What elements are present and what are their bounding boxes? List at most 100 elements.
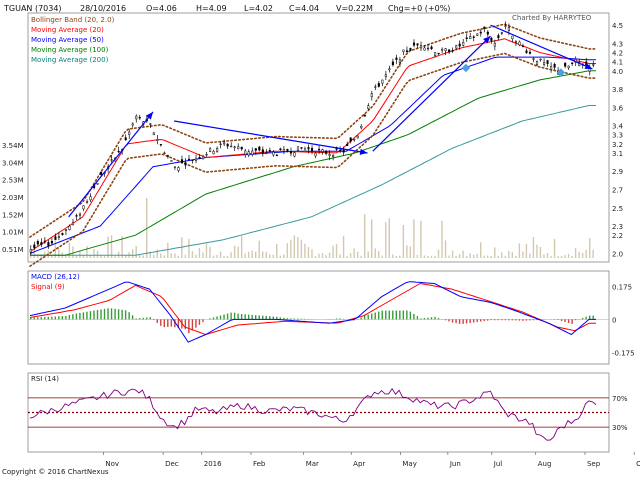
candle-body xyxy=(322,150,324,152)
price-legend-entry: Moving Average (200) xyxy=(31,56,109,64)
candle-body xyxy=(508,27,510,30)
price-tick-label: 3.2 xyxy=(612,141,623,149)
macd-histogram-bar xyxy=(438,318,439,319)
candle-body xyxy=(157,139,159,140)
candle-body xyxy=(466,38,468,39)
candle-body xyxy=(438,53,440,54)
macd-tick-label: 0 xyxy=(612,316,616,324)
volume-bar xyxy=(142,255,143,258)
trendline xyxy=(69,112,153,217)
macd-histogram-bar xyxy=(375,313,376,320)
macd-histogram-bar xyxy=(251,315,252,320)
volume-bar xyxy=(304,244,305,258)
candle-body xyxy=(364,115,366,116)
price-legend-entry: Moving Average (100) xyxy=(31,46,109,54)
volume-bar xyxy=(37,256,38,258)
candle-body xyxy=(164,153,166,154)
candle-body xyxy=(55,237,57,240)
volume-bar xyxy=(346,256,347,258)
candle-body xyxy=(353,139,355,140)
candle-body xyxy=(406,51,408,52)
candle-body xyxy=(34,245,36,248)
volume-bar xyxy=(476,254,477,258)
volume-bar xyxy=(76,256,77,258)
volume-bar xyxy=(311,249,312,258)
macd-histogram-bar xyxy=(111,308,112,319)
volume-bar xyxy=(336,244,337,258)
candle-body xyxy=(491,38,493,40)
macd-histogram-bar xyxy=(508,319,509,320)
volume-bar xyxy=(557,256,558,258)
volume-bar xyxy=(164,255,165,258)
macd-histogram-bar xyxy=(427,318,428,320)
candle-body xyxy=(241,147,243,149)
macd-histogram-bar xyxy=(153,319,154,320)
x-axis-label: Apr xyxy=(353,460,365,468)
candle-body xyxy=(223,143,225,144)
volume-bar xyxy=(276,244,277,258)
candle-body xyxy=(533,58,535,59)
volume-bar xyxy=(371,219,372,258)
volume-bar xyxy=(399,255,400,258)
candle-body xyxy=(251,151,253,155)
volume-bar xyxy=(571,256,572,258)
candle-body xyxy=(452,50,454,51)
rsi-tick-label: 30% xyxy=(612,424,628,432)
macd-histogram-bar xyxy=(62,316,63,319)
candle-body xyxy=(519,42,521,45)
x-axis-label: Feb xyxy=(253,460,266,468)
volume-bar xyxy=(318,254,319,258)
macd-histogram-bar xyxy=(171,319,172,326)
macd-histogram-bar xyxy=(283,318,284,320)
macd-histogram-bar xyxy=(484,319,485,321)
volume-bar xyxy=(540,247,541,258)
volume-bar xyxy=(171,253,172,258)
volume-bar xyxy=(550,256,551,258)
macd-histogram-bar xyxy=(529,319,530,320)
volume-tick-label: 3.54M xyxy=(2,142,24,150)
macd-histogram-bar xyxy=(121,310,122,320)
volume-bar xyxy=(178,256,179,258)
price-tick-label: 4.5 xyxy=(612,22,623,30)
candle-body xyxy=(505,26,507,27)
candle-body xyxy=(399,60,401,63)
candle-body xyxy=(259,147,261,150)
volume-bar xyxy=(427,256,428,258)
credit-label: Charted By HARRYTEO xyxy=(512,14,592,22)
price-tick-label: 3.4 xyxy=(612,123,624,131)
low-label: L=4.02 xyxy=(244,4,273,13)
candle-body xyxy=(90,197,92,200)
symbol-label: TGUAN (7034) xyxy=(3,4,62,13)
macd-histogram-bar xyxy=(431,317,432,319)
candle-body xyxy=(315,153,317,156)
volume-bar xyxy=(51,256,52,258)
volume-bar xyxy=(97,251,98,258)
volume-bar xyxy=(431,256,432,258)
candle-body xyxy=(389,69,391,70)
candle-body xyxy=(206,154,208,155)
macd-histogram-bar xyxy=(367,315,368,320)
volume-bar xyxy=(72,246,73,258)
candle-body xyxy=(441,49,443,50)
macd-histogram-bar xyxy=(223,315,224,320)
candle-body xyxy=(213,151,215,154)
volume-bar xyxy=(575,248,576,258)
macd-histogram-bar xyxy=(512,319,513,320)
volume-bar xyxy=(283,254,284,258)
macd-histogram-bar xyxy=(589,316,590,320)
volume-bar xyxy=(332,246,333,258)
volume-bar xyxy=(160,254,161,258)
volume-bar xyxy=(357,252,358,258)
macd-histogram-bar xyxy=(420,318,421,319)
volume-bar xyxy=(234,246,235,258)
macd-histogram-bar xyxy=(417,316,418,319)
volume-bar xyxy=(452,251,453,258)
macd-histogram-bar xyxy=(37,317,38,319)
macd-histogram-bar xyxy=(93,311,94,320)
volume-bar xyxy=(325,255,326,258)
candle-body xyxy=(86,202,88,203)
volume-tick-label: 1.52M xyxy=(2,211,24,219)
volume-bar xyxy=(244,254,245,258)
macd-histogram-bar xyxy=(452,319,453,322)
macd-histogram-bar xyxy=(294,318,295,319)
